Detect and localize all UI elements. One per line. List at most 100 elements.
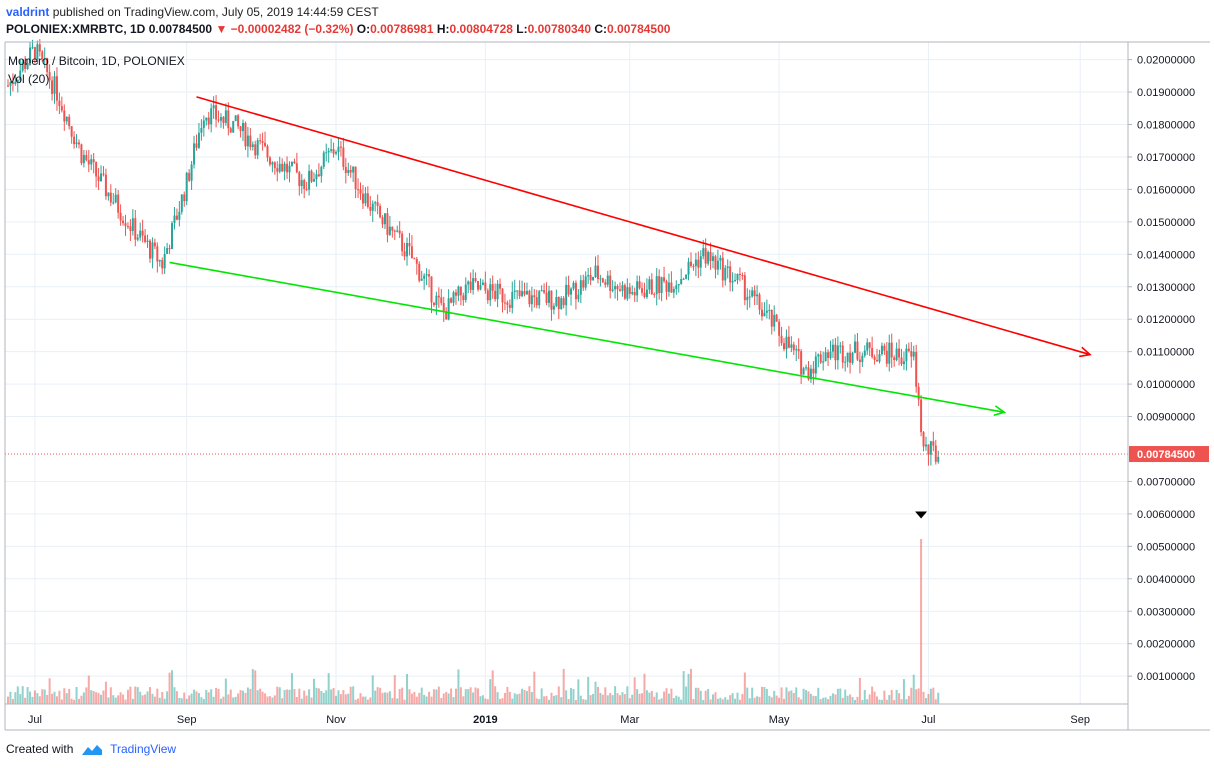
candle-body — [883, 345, 886, 351]
volume-bar — [210, 689, 213, 704]
support-trendline[interactable] — [169, 261, 1005, 414]
volume-bar — [800, 699, 803, 704]
volume-bar — [410, 693, 413, 704]
volume-bar — [792, 692, 795, 704]
volume-bar — [393, 675, 396, 704]
volume-bar — [922, 691, 925, 704]
volume-bar — [320, 691, 323, 704]
candle-body — [259, 140, 262, 142]
candle-body — [893, 357, 896, 361]
candle-body — [592, 276, 595, 281]
candle-body — [704, 248, 707, 264]
volume-bar — [335, 695, 338, 704]
candle-body — [827, 352, 830, 358]
volume-bar — [670, 688, 673, 704]
candle-body — [760, 309, 763, 317]
volume-bar — [80, 695, 83, 704]
candle-body — [888, 342, 891, 364]
volume-bar — [364, 696, 367, 704]
candle-body — [423, 275, 426, 279]
volume-bar — [185, 698, 188, 704]
volume-bar — [562, 668, 565, 704]
volume-bar — [139, 691, 142, 704]
candle-body — [131, 218, 134, 231]
trendlines[interactable] — [169, 96, 1092, 519]
candle-body — [317, 174, 320, 177]
volume-bar — [327, 673, 330, 704]
candle-body — [599, 278, 602, 280]
candle-body — [308, 170, 311, 190]
candle-body — [667, 282, 670, 292]
candle-body — [533, 295, 536, 298]
time-axis[interactable]: Jul Sep Nov 2019 Mar May Jul Sep — [28, 714, 1090, 726]
candle-body — [215, 105, 218, 120]
price-axis[interactable]: 0.02000000 0.01900000 0.01800000 0.01700000… — [1128, 55, 1209, 684]
volume-bar — [538, 699, 541, 704]
candle-body — [180, 194, 183, 212]
candle-body — [237, 115, 240, 127]
volume-bar — [129, 686, 132, 704]
candle-body — [577, 294, 580, 300]
candle-body — [621, 285, 624, 291]
volume-bar — [543, 696, 546, 704]
candle-body — [193, 143, 196, 165]
candle-body — [707, 251, 710, 264]
volume-bar — [219, 698, 222, 704]
volume-bar — [841, 697, 844, 704]
candle-body — [604, 282, 607, 285]
volume-bar — [158, 697, 161, 704]
volume-bar — [254, 670, 257, 704]
author-name[interactable]: valdrint — [6, 5, 50, 19]
volume-bar — [452, 697, 455, 704]
candle-body — [770, 309, 773, 327]
candle-body — [929, 441, 932, 455]
resistance-trendline[interactable] — [196, 96, 1091, 356]
candle-body — [19, 70, 22, 80]
candle-body — [151, 242, 154, 259]
footer: Created with TradingView — [6, 742, 176, 756]
volume-bar — [912, 674, 915, 704]
candle-body — [501, 288, 504, 303]
x-tick-label: Nov — [326, 714, 346, 726]
volume-bar — [839, 688, 842, 704]
volume-bar — [166, 691, 169, 704]
candle-body — [112, 202, 115, 204]
candle-body — [48, 72, 51, 81]
candle-body — [254, 144, 257, 156]
volume-bar — [68, 688, 71, 704]
volume-bar — [432, 689, 435, 704]
volume-bar — [38, 696, 41, 704]
candle-body — [454, 292, 457, 296]
candle-body — [481, 282, 484, 286]
volume-bar — [506, 686, 509, 704]
candle-body — [812, 368, 815, 374]
volume-bar — [261, 691, 264, 704]
tradingview-brand[interactable]: TradingView — [110, 742, 177, 756]
volume-bar — [396, 698, 399, 704]
candle-body — [895, 348, 898, 361]
candle-body — [369, 206, 372, 211]
y-tick-label: 0.01000000 — [1137, 379, 1195, 391]
candle-body — [239, 126, 242, 132]
candle-body — [731, 280, 734, 283]
candle-body — [195, 143, 198, 148]
volume-bar — [736, 692, 739, 704]
volume-bar — [501, 698, 504, 704]
candle-body — [357, 189, 360, 191]
volume-bar — [21, 686, 24, 704]
volume-bar — [359, 693, 362, 704]
candle-body — [631, 292, 634, 294]
candle-body — [868, 342, 871, 348]
volume-bar — [151, 693, 154, 704]
volume-bar — [124, 699, 127, 704]
volume-bar — [486, 699, 489, 704]
low-label: L: — [516, 22, 528, 36]
candle-body — [499, 283, 502, 289]
volume-bar — [685, 686, 688, 704]
candle-body — [168, 248, 171, 250]
volume-bar — [601, 694, 604, 704]
candle-body — [29, 47, 32, 63]
volume-bar — [46, 694, 49, 704]
volume-bar — [902, 679, 905, 704]
